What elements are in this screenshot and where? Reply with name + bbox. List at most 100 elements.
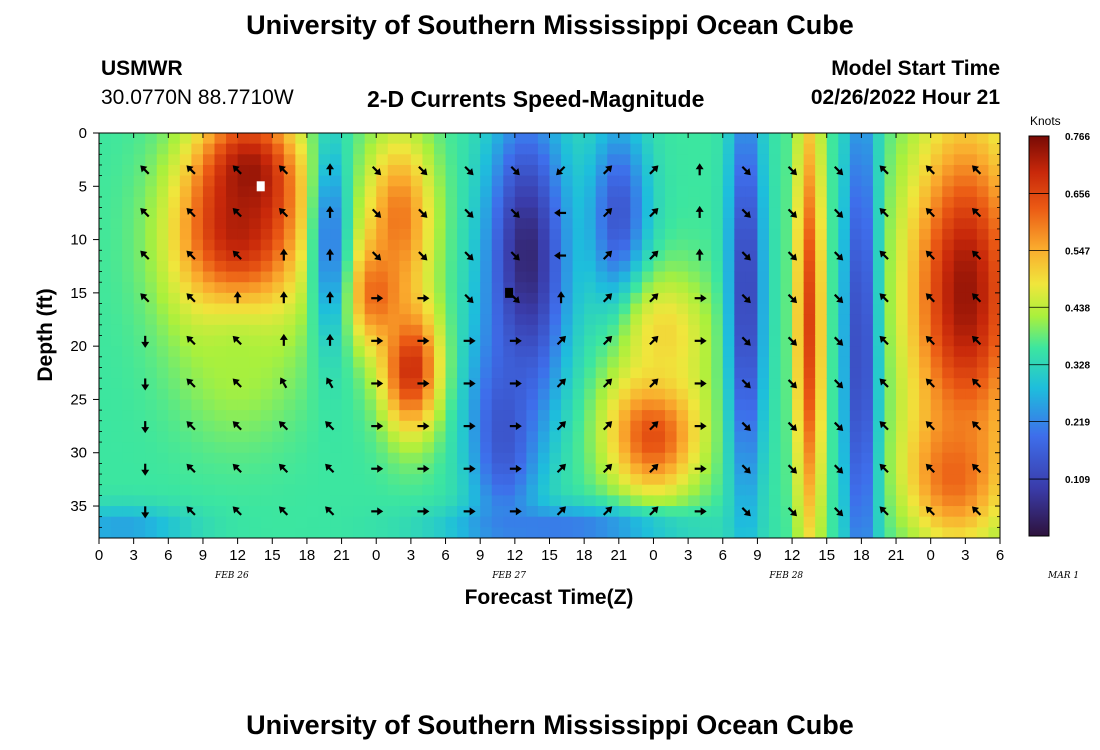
heatmap-cell [630,506,643,518]
heatmap-cell [122,143,135,155]
heatmap-cell [572,314,585,326]
heatmap-cell [249,314,262,326]
heatmap-cell [133,175,146,187]
heatmap-cell [699,164,712,177]
heatmap-cell [237,186,250,198]
heatmap-cell [953,367,966,379]
heatmap-cell [306,250,320,262]
x-tick-label: 9 [753,547,761,564]
heatmap-cell [249,431,262,443]
heatmap-cell [445,250,458,262]
heatmap-cell [433,516,447,528]
heatmap-cell [537,388,551,401]
heatmap-cell [988,506,1000,518]
heatmap-cell [965,164,978,177]
heatmap-cell [976,399,990,411]
heatmap-cell [688,506,701,518]
heatmap-cell [988,474,1000,486]
heatmap-cell [145,335,158,347]
heatmap-cell [630,260,643,273]
heatmap-cell [595,207,608,219]
heatmap-cell [260,164,273,177]
heatmap-cell [110,133,123,145]
arrow-head [789,168,798,176]
heatmap-cell [122,431,135,443]
current-vector-arrow [971,207,982,218]
heatmap-cell [480,431,493,443]
heatmap-cell [884,175,897,187]
heatmap-cell [110,143,123,155]
heatmap-cell [826,154,839,166]
heatmap-cell [110,260,123,273]
heatmap-cell [260,378,273,390]
heatmap-cell [757,239,770,251]
heatmap-cell [745,164,759,177]
heatmap-cell [907,260,920,273]
heatmap-cell [272,335,285,347]
heatmap-cell [145,143,158,155]
heatmap-cell [792,218,805,230]
heatmap-cell [214,474,227,486]
current-vector-arrow [418,165,428,176]
heatmap-cell [399,282,412,294]
current-vector-arrow [278,463,289,474]
heatmap-cell [688,388,701,401]
heatmap-cell [653,367,666,379]
heatmap-cell [780,463,793,475]
heatmap-cell [768,431,782,443]
heatmap-cell [457,282,470,294]
heatmap-cell [572,196,585,209]
heatmap-cell [457,452,470,464]
heatmap-cell [965,143,978,155]
heatmap-cell [191,282,204,294]
heatmap-cell [849,527,862,538]
heatmap-cell [988,133,1000,145]
heatmap-cell [480,463,493,475]
heatmap-cell [376,164,389,177]
heatmap-cell [630,324,643,337]
heatmap-cell [422,186,435,198]
x-axis-title: Forecast Time(Z) [465,586,634,609]
heatmap-cell [849,324,862,337]
heatmap-cell [491,154,504,166]
heatmap-cell [249,335,262,347]
arrow-head [743,253,751,261]
heatmap-cell [503,324,516,337]
current-vector-arrow [602,506,613,516]
heatmap-cell [815,314,828,326]
heatmap-cell [965,175,978,187]
heatmap-cell [561,218,574,230]
heatmap-cell [722,367,735,379]
heatmap-cell [792,399,805,411]
heatmap-cell [399,303,412,315]
heatmap-cell [630,143,643,155]
heatmap-cell [699,218,712,230]
heatmap-cell [341,207,354,219]
heatmap-cell [826,239,839,251]
heatmap-cell [410,292,424,305]
heatmap-cell [387,250,400,262]
heatmap-cell [792,516,805,528]
heatmap-cell [422,399,435,411]
current-vector-arrow [371,336,384,345]
heatmap-cell [202,133,216,145]
heatmap-cell [468,250,481,262]
heatmap-cell [237,314,250,326]
heatmap-cell [295,271,308,283]
heatmap-cell [179,164,193,177]
heatmap-cell [295,527,308,538]
heatmap-cell [295,378,308,390]
heatmap-cell [191,314,204,326]
heatmap-cell [283,154,296,166]
heatmap-cell [942,495,955,507]
heatmap-cell [653,143,666,155]
heatmap-cell [595,175,608,187]
heatmap-cell [306,303,320,315]
heatmap-cell [145,314,158,326]
arrow-head [700,379,707,388]
heatmap-cell [676,282,689,294]
current-vector-arrow [741,464,751,474]
heatmap-cell [399,154,412,166]
current-vector-arrow [925,378,936,388]
heatmap-cell [122,218,135,230]
